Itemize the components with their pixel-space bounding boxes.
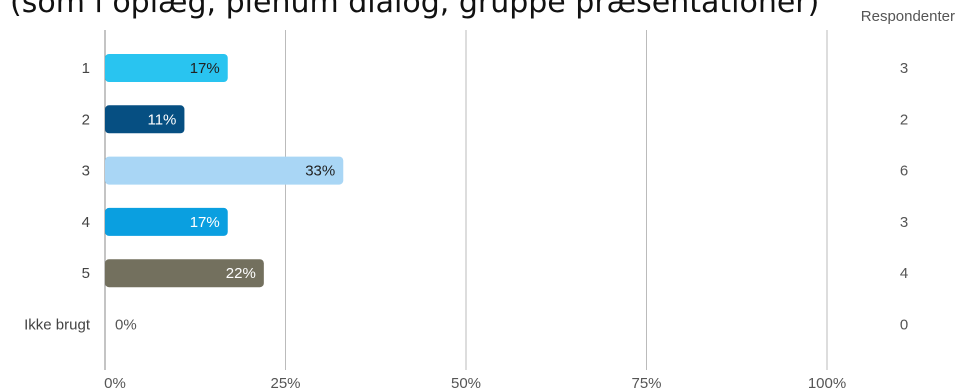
- category-label: 3: [82, 163, 90, 180]
- respondent-count: 4: [900, 265, 908, 282]
- respondents-column-header: Respondenter: [860, 8, 955, 25]
- x-tick-label: 0%: [104, 375, 126, 389]
- bar-value-label: 17%: [190, 60, 220, 77]
- category-label: 5: [82, 265, 90, 282]
- category-label: 1: [82, 60, 90, 77]
- x-tick-label: 100%: [808, 375, 846, 389]
- bar: [105, 156, 344, 185]
- respondent-count: 3: [900, 214, 908, 231]
- x-tick-label: 50%: [451, 375, 481, 389]
- respondent-count: 2: [900, 111, 908, 128]
- bar-value-label: 11%: [147, 111, 176, 128]
- bar: [105, 259, 264, 288]
- respondent-count: 6: [900, 163, 908, 180]
- bar: [105, 207, 228, 236]
- respondent-count: 0: [900, 317, 908, 334]
- bar: [105, 54, 228, 82]
- chart-title: (som i oplæg, plenum dialog, gruppe præs…: [10, 0, 820, 20]
- bar-value-label: 17%: [190, 214, 220, 231]
- category-label: 2: [82, 111, 90, 128]
- bar: [105, 105, 185, 134]
- bar-value-label: 33%: [305, 163, 335, 180]
- bar-value-label: 0%: [115, 317, 137, 334]
- respondent-count: 3: [900, 60, 908, 77]
- category-label: Ikke brugt: [24, 317, 91, 334]
- x-tick-label: 75%: [631, 375, 661, 389]
- category-label: 4: [82, 214, 90, 231]
- x-tick-label: 25%: [270, 375, 300, 389]
- bar-value-label: 22%: [226, 265, 256, 282]
